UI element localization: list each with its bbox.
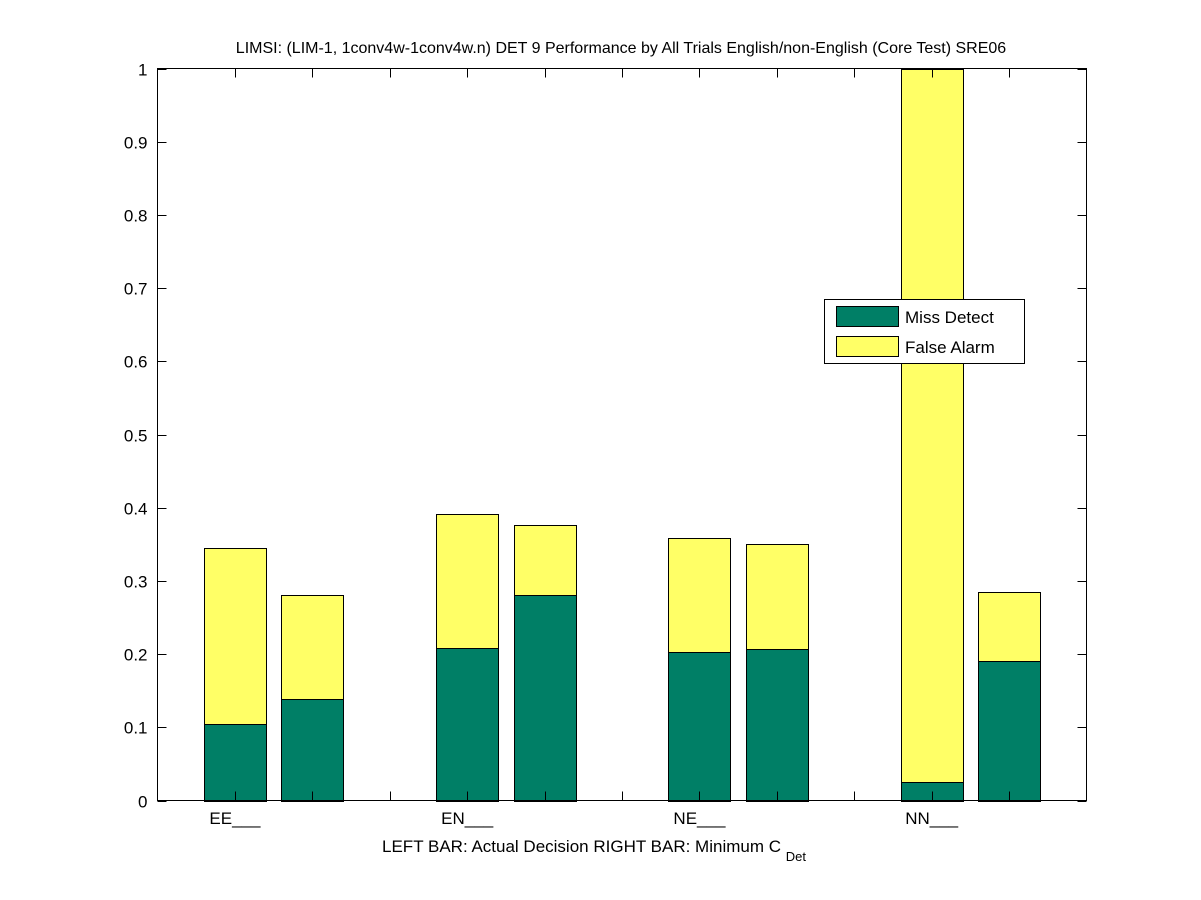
bars (204, 69, 1041, 802)
y-tick-label: 0.2 (124, 646, 148, 665)
y-tick-label: 0.7 (124, 280, 148, 299)
x-tick-label: NN___ (905, 809, 958, 828)
bar-miss-detect (514, 595, 577, 802)
legend: Miss Detect False Alarm (824, 299, 1025, 364)
x-tick-label: EN___ (441, 809, 494, 828)
bar-miss-detect (436, 648, 499, 802)
bar-false-alarm (204, 548, 267, 725)
bar-false-alarm (514, 525, 577, 596)
y-tick-label: 0.3 (124, 573, 148, 592)
y-tick-label: 0.5 (124, 427, 148, 446)
bar-false-alarm (746, 544, 809, 650)
y-tick-label: 0.9 (124, 134, 148, 153)
legend-swatch-miss-detect (836, 306, 899, 327)
x-tick-label: EE___ (209, 809, 261, 828)
legend-label-miss-detect: Miss Detect (905, 308, 994, 327)
bar-miss-detect (668, 652, 731, 802)
legend-label-false-alarm: False Alarm (905, 338, 995, 357)
y-tick-label: 0.6 (124, 353, 148, 372)
bar-false-alarm (281, 595, 344, 700)
x-axis-label-right: RIGHT BAR: Minimum C (593, 837, 781, 856)
bar-miss-detect (746, 649, 809, 802)
legend-swatch-false-alarm (836, 336, 899, 357)
bar-false-alarm (901, 69, 964, 783)
y-tick-label: 0.4 (124, 500, 148, 519)
bar-miss-detect (204, 724, 267, 802)
y-tick-label: 0 (138, 793, 147, 812)
x-tick-label: NE___ (673, 809, 726, 828)
x-tick-labels: EE___ EN___ NE___ NN___ (209, 809, 958, 828)
bar-false-alarm (978, 592, 1041, 662)
x-axis-label-left: LEFT BAR: Actual Decision (382, 837, 589, 856)
y-tick-label: 0.8 (124, 207, 148, 226)
x-axis-label-subscript: Det (786, 849, 807, 864)
chart-title: LIMSI: (LIM-1, 1conv4w-1conv4w.n) DET 9 … (236, 40, 1007, 57)
bar-miss-detect (978, 661, 1041, 802)
bar-miss-detect (281, 699, 344, 802)
y-tick-label: 0.1 (124, 719, 148, 738)
y-axis: 0 0.1 0.2 0.3 0.4 0.5 0.6 0.7 0.8 0.9 1 (124, 61, 1087, 812)
x-axis-label: LEFT BAR: Actual Decision RIGHT BAR: Min… (382, 837, 806, 864)
y-tick-label: 1 (138, 61, 147, 80)
bar-false-alarm (668, 538, 731, 653)
x-axis (235, 68, 1010, 801)
bar-false-alarm (436, 514, 499, 649)
